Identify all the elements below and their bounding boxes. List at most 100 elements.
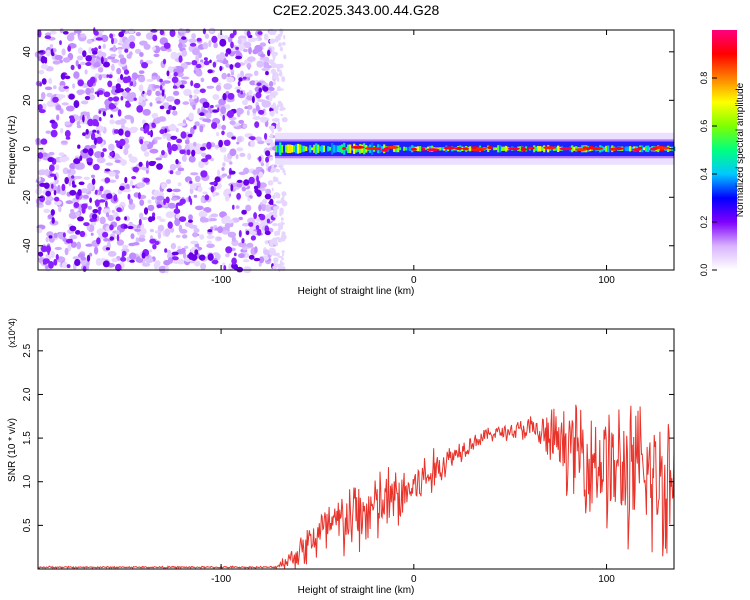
noise-blob [108,179,117,183]
noise-blob [111,63,115,72]
noise-blob [76,55,84,61]
noise-blob [70,238,73,244]
noise-blob [211,122,218,129]
noise-blob [41,78,47,85]
noise-blob [219,146,227,153]
signal-cell [405,147,408,151]
noise-blob [238,230,242,238]
noise-blob [241,238,245,244]
noise-blob [124,130,131,138]
noise-blob [91,213,98,220]
noise-blob [225,48,232,55]
noise-blob [102,43,106,49]
noise-blob [136,182,146,188]
snr-series-line [38,404,675,570]
signal-cell [281,144,284,153]
signal-cell [361,144,364,153]
noise-blob [102,208,111,215]
noise-blob [269,242,274,247]
signal-cell [505,145,508,152]
noise-blob [67,45,72,52]
noise-blob [50,209,55,216]
signal-cell [605,145,608,152]
noise-blob [132,166,140,173]
noise-blob [268,81,274,87]
noise-blob [231,72,234,76]
noise-blob [253,70,259,76]
noise-blob [53,232,58,239]
noise-blob [71,175,75,179]
noise-blob [279,210,282,217]
noise-blob [96,237,101,245]
noise-blob [144,125,150,133]
noise-blob [100,151,105,158]
signal-cell [571,145,574,153]
noise-blob [154,136,162,140]
signal-cell [495,147,498,150]
signal-cell [319,146,322,152]
noise-blob [190,172,199,176]
noise-blob [149,148,159,154]
noise-blob [80,188,89,194]
noise-blob [221,173,228,177]
noise-blob [85,62,92,66]
noise-blob [102,260,110,268]
noise-blob [168,147,172,155]
noise-blob [208,40,212,48]
noise-blob [128,242,136,247]
noise-blob [274,230,279,236]
noise-blob [68,181,72,187]
noise-blob [210,185,215,193]
signal-cell [629,146,632,152]
noise-blob [265,161,270,168]
noise-blob [213,252,219,256]
noise-blob [176,138,183,144]
noise-blob [44,168,50,177]
noise-blob [121,123,125,130]
noise-blob [258,109,265,115]
noise-blob [163,42,171,49]
noise-blob [106,74,110,78]
noise-blob [174,218,181,227]
noise-blob [159,84,163,91]
noise-blob [270,167,277,172]
signal-cell [497,145,500,153]
noise-blob [196,37,202,42]
noise-blob [172,256,179,261]
noise-blob [110,114,113,118]
noise-blob [76,241,82,250]
noise-blob [223,83,233,90]
noise-blob [108,143,115,151]
noise-blob [131,176,137,180]
noise-blob [252,116,261,120]
noise-blob [170,135,178,140]
noise-blob [222,162,226,167]
noise-blob [143,207,149,215]
noise-blob [204,194,210,201]
noise-blob [135,31,141,37]
noise-blob [272,223,279,227]
noise-blob [129,179,133,187]
noise-blob [195,70,203,77]
signal-cell [443,147,446,151]
noise-blob [281,76,284,82]
noise-blob [261,67,270,72]
signal-cell [407,147,410,151]
noise-blob [203,60,210,66]
noise-blob [85,243,93,247]
noise-blob [49,30,57,35]
noise-blob [75,211,81,217]
noise-blob [73,158,81,165]
noise-blob [258,256,265,264]
noise-blob [256,82,262,86]
noise-blob [40,63,49,70]
noise-blob [151,76,157,80]
noise-blob [89,252,93,257]
noise-blob [229,161,233,165]
noise-blob [259,188,267,192]
signal-peak [455,147,463,150]
noise-blob [245,204,252,212]
signal-cell [293,145,296,153]
noise-blob [65,136,71,140]
noise-blob [153,53,160,58]
